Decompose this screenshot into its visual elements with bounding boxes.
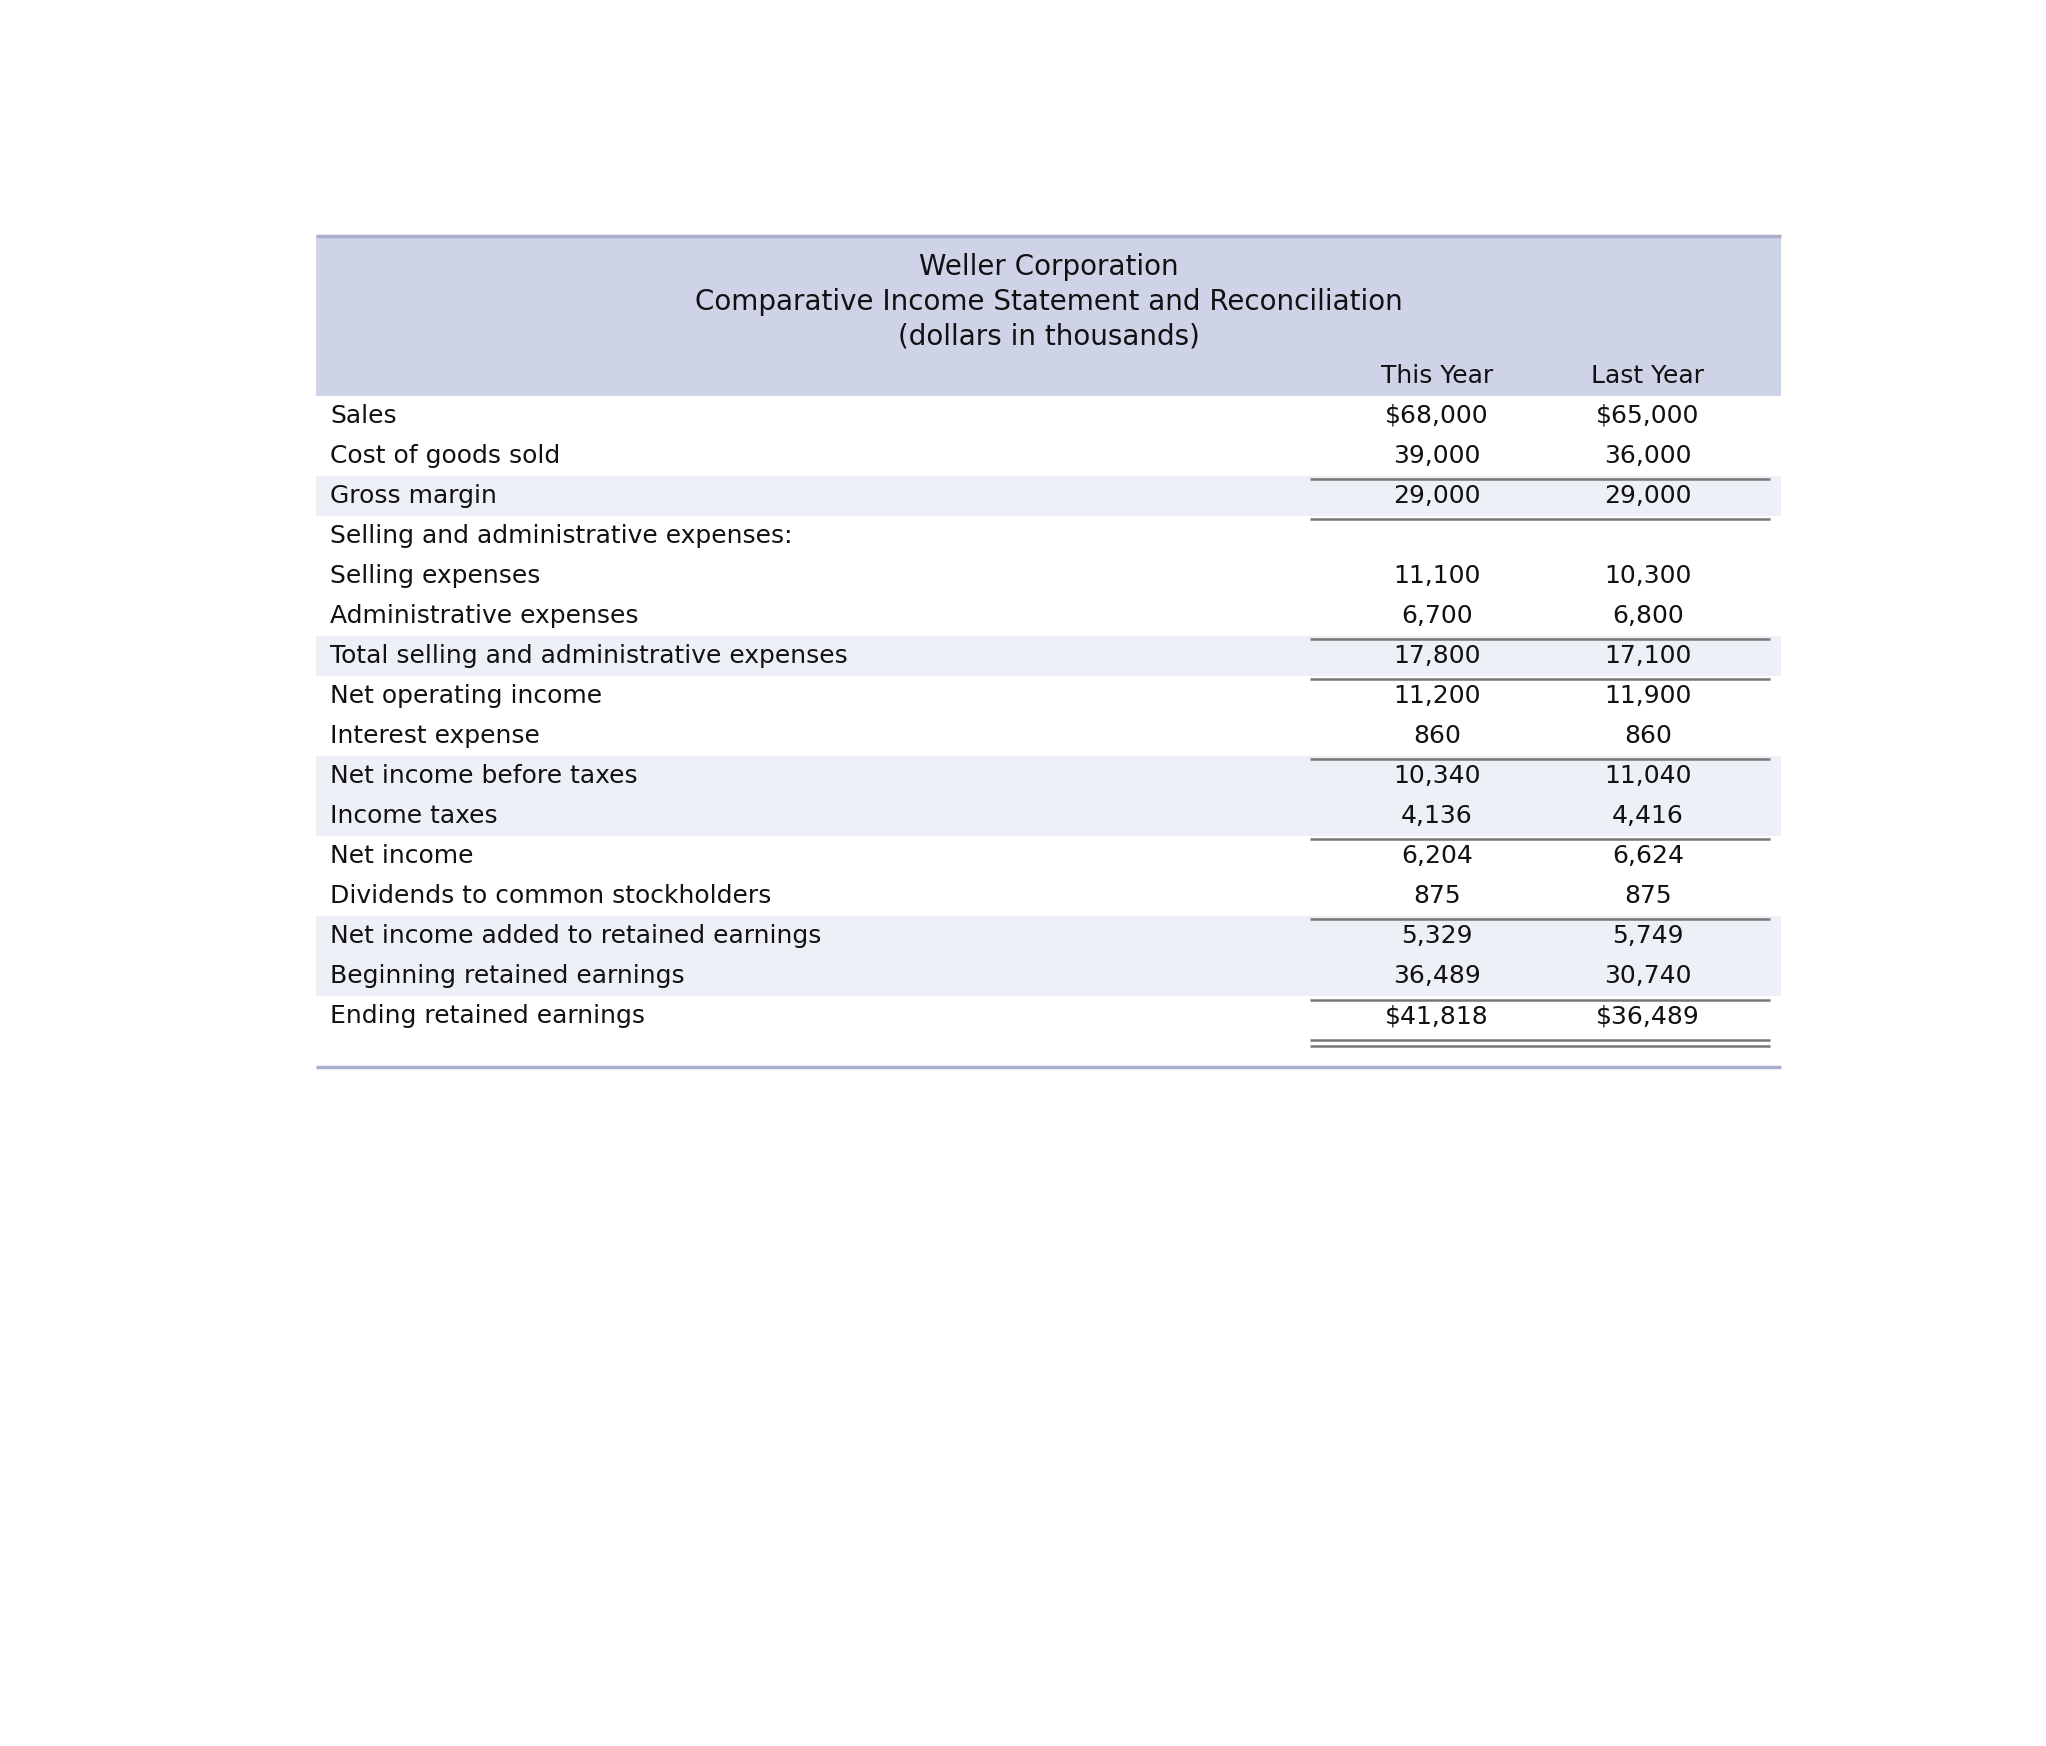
Text: Cost of goods sold: Cost of goods sold [329, 443, 561, 468]
Text: 860: 860 [1414, 725, 1461, 749]
Text: 30,740: 30,740 [1604, 964, 1692, 988]
Text: Last Year: Last Year [1592, 363, 1704, 388]
Text: 860: 860 [1625, 725, 1672, 749]
Text: 6,800: 6,800 [1612, 604, 1684, 629]
Text: Gross margin: Gross margin [329, 484, 497, 508]
Text: Comparative Income Statement and Reconciliation: Comparative Income Statement and Reconci… [696, 288, 1402, 316]
Text: Administrative expenses: Administrative expenses [329, 604, 638, 629]
Text: $68,000: $68,000 [1385, 403, 1489, 428]
Text: Sales: Sales [329, 403, 397, 428]
Text: Income taxes: Income taxes [329, 805, 497, 828]
Text: 36,489: 36,489 [1393, 964, 1481, 988]
Text: Interest expense: Interest expense [329, 725, 540, 749]
Text: 39,000: 39,000 [1393, 443, 1481, 468]
Bar [315, 756, 1782, 836]
Text: 11,040: 11,040 [1604, 765, 1692, 787]
Text: 36,000: 36,000 [1604, 443, 1692, 468]
Bar [315, 636, 1782, 676]
Text: 875: 875 [1625, 885, 1672, 908]
Text: Weller Corporation: Weller Corporation [919, 253, 1178, 281]
Text: 4,136: 4,136 [1402, 805, 1473, 828]
Text: 29,000: 29,000 [1393, 484, 1481, 508]
Text: 5,749: 5,749 [1612, 924, 1684, 948]
Text: 11,100: 11,100 [1393, 564, 1481, 588]
Text: Net income: Net income [329, 845, 473, 868]
Text: 6,700: 6,700 [1402, 604, 1473, 629]
Bar [315, 236, 1782, 396]
Bar [315, 477, 1782, 517]
Text: Selling expenses: Selling expenses [329, 564, 540, 588]
Text: 11,900: 11,900 [1604, 684, 1692, 709]
Bar [315, 917, 1782, 997]
Text: 5,329: 5,329 [1402, 924, 1473, 948]
Text: 6,624: 6,624 [1612, 845, 1684, 868]
Text: Total selling and administrative expenses: Total selling and administrative expense… [329, 644, 847, 669]
Text: 10,300: 10,300 [1604, 564, 1692, 588]
Text: 11,200: 11,200 [1393, 684, 1481, 709]
Text: 17,800: 17,800 [1393, 644, 1481, 669]
Text: 29,000: 29,000 [1604, 484, 1692, 508]
Text: (dollars in thousands): (dollars in thousands) [898, 323, 1199, 351]
Text: 10,340: 10,340 [1393, 765, 1481, 787]
Text: Net income before taxes: Net income before taxes [329, 765, 638, 787]
Text: Selling and administrative expenses:: Selling and administrative expenses: [329, 524, 792, 548]
Text: 6,204: 6,204 [1402, 845, 1473, 868]
Text: Dividends to common stockholders: Dividends to common stockholders [329, 885, 771, 908]
Text: 17,100: 17,100 [1604, 644, 1692, 669]
Text: Ending retained earnings: Ending retained earnings [329, 1004, 644, 1028]
Text: This Year: This Year [1381, 363, 1494, 388]
Text: Net income added to retained earnings: Net income added to retained earnings [329, 924, 820, 948]
Text: Net operating income: Net operating income [329, 684, 602, 709]
Text: Beginning retained earnings: Beginning retained earnings [329, 964, 685, 988]
Text: $36,489: $36,489 [1596, 1004, 1700, 1028]
Text: $41,818: $41,818 [1385, 1004, 1489, 1028]
Text: $65,000: $65,000 [1596, 403, 1700, 428]
Text: 875: 875 [1414, 885, 1461, 908]
Text: 4,416: 4,416 [1612, 805, 1684, 828]
